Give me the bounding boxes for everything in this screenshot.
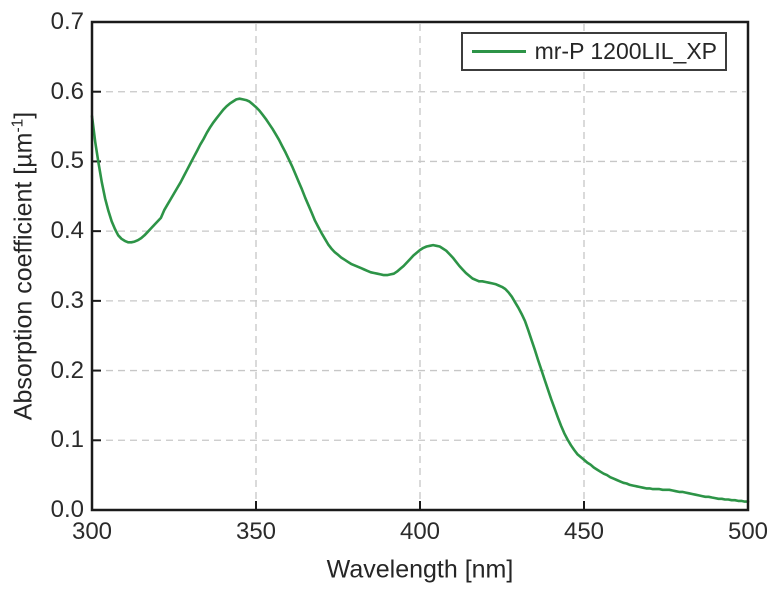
x-tick-label-400: 400 [399,518,441,545]
legend-line-sample [471,50,526,53]
y-tick-label-0.7: 0.7 [50,8,84,35]
y-tick-label-0.3: 0.3 [50,286,84,314]
spectrum-curve [90,97,750,503]
y-tick-label-0.5: 0.5 [50,147,84,175]
gridlines [94,24,746,508]
y-tick-label-0.0: 0.0 [50,496,84,523]
x-tick-label-300: 300 [71,518,113,545]
x-axis-title: Wavelength [nm] [326,555,514,584]
x-tick-label-450: 450 [563,518,605,545]
x-tick-label-350: 350 [235,518,277,545]
x-tick-label-500: 500 [727,518,769,545]
y-tick-label-0.2: 0.2 [50,356,84,384]
plot-frame [90,20,750,512]
y-tick-label-0.4: 0.4 [50,217,84,245]
legend: mr-P 1200LIL_XP [460,32,727,71]
y-tick-label-0.6: 0.6 [50,77,84,105]
legend-label: mr-P 1200LIL_XP [534,38,717,64]
y-axis-title-superscript: -1 [9,118,27,133]
y-tick-label-0.1: 0.1 [50,426,84,454]
